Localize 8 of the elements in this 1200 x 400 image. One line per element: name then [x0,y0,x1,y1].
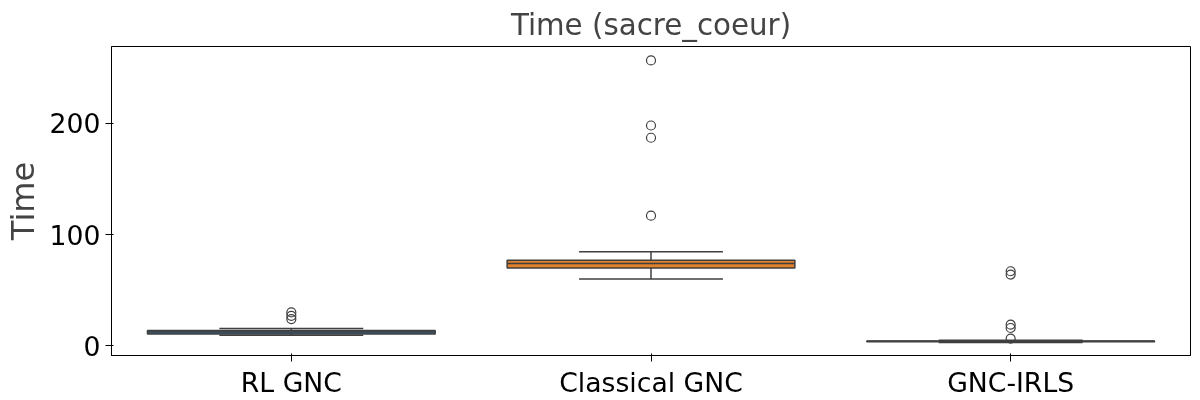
x-tick-label: RL GNC [240,366,342,398]
x-tick-label: GNC-IRLS [947,366,1075,398]
chart-title: Time (sacre_coeur) [509,7,792,42]
y-axis-title: Time [3,161,42,242]
y-tick-label: 100 [49,219,101,251]
y-tick-label: 200 [49,108,101,140]
x-tick-label: Classical GNC [559,366,743,398]
y-tick-label: 0 [83,330,101,362]
